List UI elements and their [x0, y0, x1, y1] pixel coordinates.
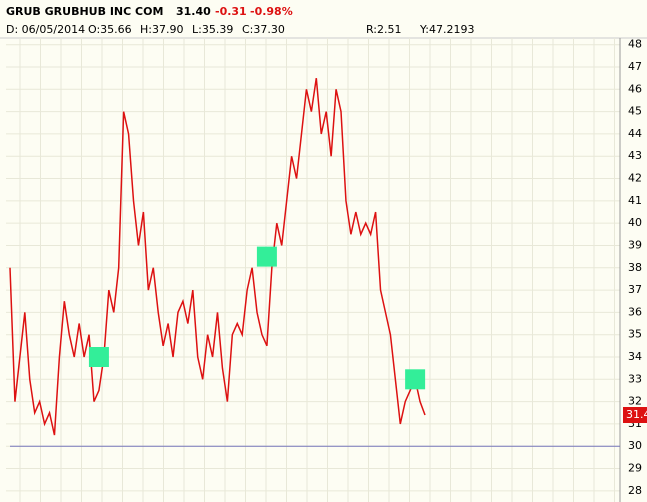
price-line [9, 78, 426, 436]
y-tick-label: 39 [628, 238, 642, 251]
signal-marker [405, 369, 426, 390]
y-tick-label: 38 [628, 261, 642, 274]
y-tick-label: 45 [628, 105, 642, 118]
y-tick-label: 34 [628, 350, 642, 363]
y-tick-label: 37 [628, 283, 642, 296]
price-tag-box [623, 407, 647, 423]
date: D: 06/05/2014 [6, 23, 85, 36]
y-tick-label: 42 [628, 172, 642, 185]
change-pct: -0.98% [250, 5, 293, 18]
y-tick-label: 41 [628, 194, 642, 207]
y-tick-label: 36 [628, 305, 642, 318]
y-tick-label: 30 [628, 439, 642, 452]
y-tick-label: 35 [628, 328, 642, 341]
y-tick-label: 47 [628, 60, 642, 73]
y-tick-label: 40 [628, 216, 642, 229]
change: -0.31 [215, 5, 247, 18]
close: C:37.30 [242, 23, 285, 36]
y-tick-label: 44 [628, 127, 642, 140]
r-value: R:2.51 [366, 23, 402, 36]
y-tick-label: 28 [628, 484, 642, 497]
symbol: GRUB GRUBHUB INC COM [6, 5, 163, 18]
low: L:35.39 [192, 23, 233, 36]
signal-marker [88, 347, 109, 367]
last-price: 31.40 [176, 5, 211, 18]
y-tick-label: 29 [628, 462, 642, 475]
price-tag-label: 31.4 [626, 408, 647, 421]
high: H:37.90 [140, 23, 183, 36]
y-tick-label: 43 [628, 149, 642, 162]
y-tick-label: 33 [628, 372, 642, 385]
y-tick-label: 48 [628, 38, 642, 51]
y-value: Y:47.2193 [419, 23, 474, 36]
y-tick-label: 32 [628, 395, 642, 408]
open: O:35.66 [88, 23, 132, 36]
signal-marker [256, 246, 277, 267]
y-tick-label: 46 [628, 82, 642, 95]
